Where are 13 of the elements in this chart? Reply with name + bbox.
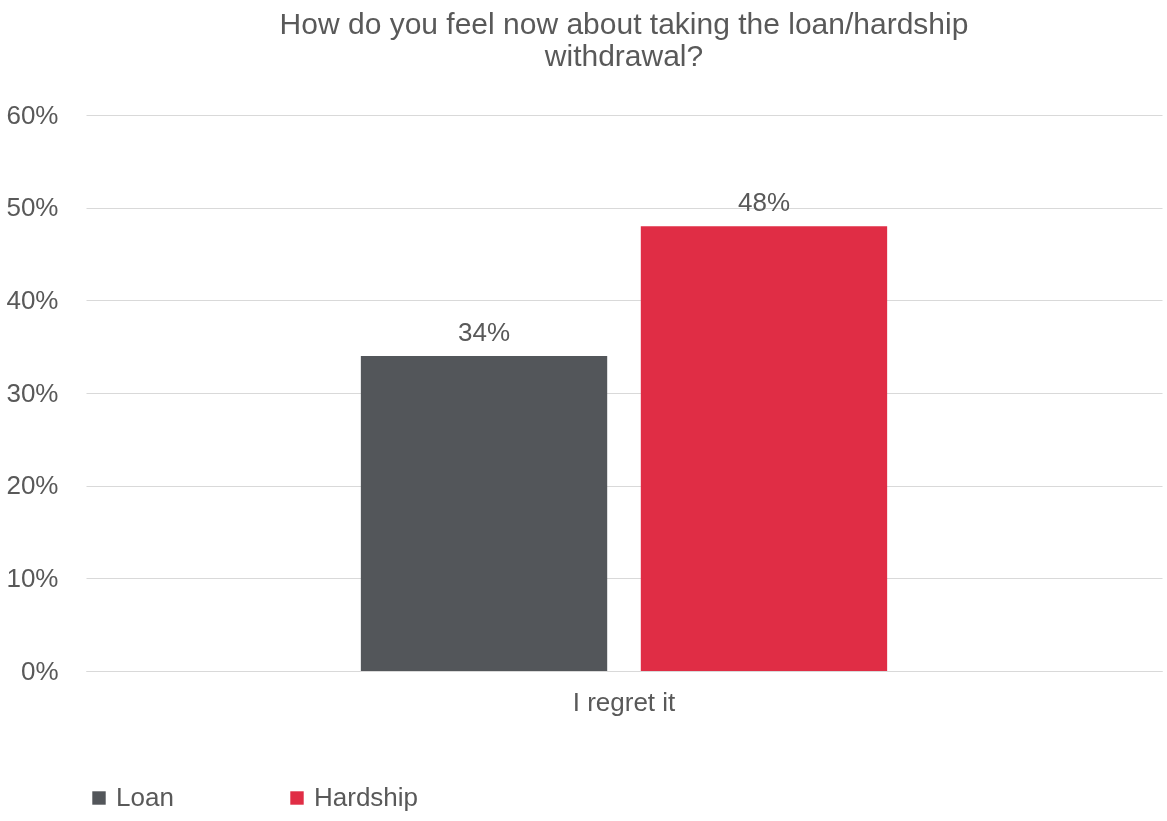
y-tick-label: 40% xyxy=(6,284,59,315)
data-label: 48% xyxy=(737,187,790,218)
y-tick-label: 60% xyxy=(6,99,59,130)
y-tick-label: 20% xyxy=(6,470,59,501)
legend-label: Hardship xyxy=(314,782,419,812)
y-tick-label: 0% xyxy=(20,655,59,686)
x-tick-label: I regret it xyxy=(572,686,677,717)
y-tick-label: 50% xyxy=(6,192,59,223)
data-label: 34% xyxy=(458,316,511,347)
y-tick-label: 10% xyxy=(6,562,59,593)
y-tick-label: 30% xyxy=(6,377,59,408)
legend-label: Loan xyxy=(116,782,174,812)
chart-title: How do you feel now about taking the loan/hardship withdrawal? xyxy=(279,7,969,72)
